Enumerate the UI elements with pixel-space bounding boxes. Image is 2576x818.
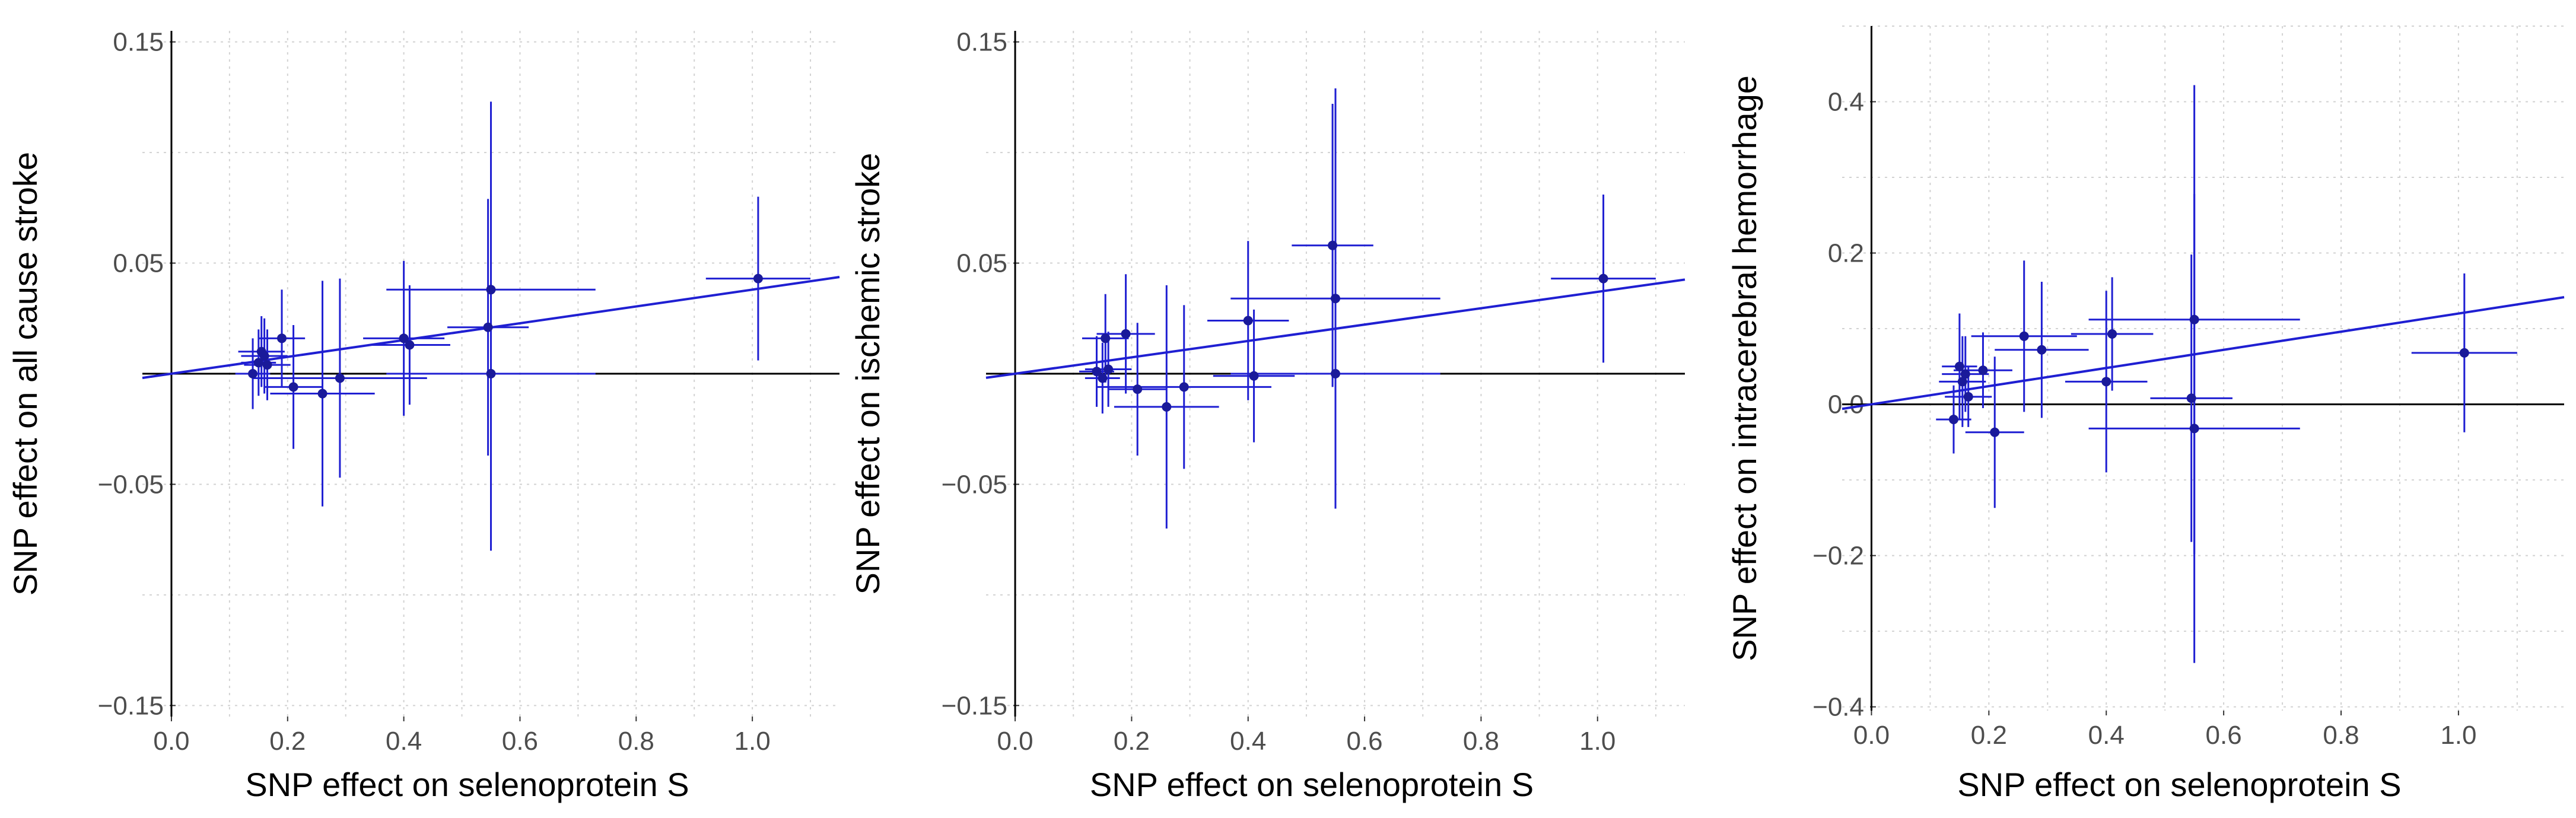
panel-intracerebral-hemorrhage: 0.0 0.2 0.4 0.6 0.8 1.0 −0.4 −0.2 0.0 0.2 0.4 SNP… (1726, 26, 2565, 803)
y-tick-label: −0.05 (98, 470, 164, 499)
y-axis-title: SNP effect on intracerebral hemorrhage (1726, 75, 1763, 661)
x-axis-title: SNP effect on selenoprotein S (245, 766, 689, 803)
data-point (1092, 367, 1102, 377)
y-tick-label: 0.2 (1828, 239, 1864, 268)
y-tick-label: 0.4 (1828, 88, 1864, 117)
panel-all-cause-stroke: 0.0 0.2 0.4 0.6 0.8 1.0 −0.15 −0.05 0.05 0.15 SN… (7, 28, 840, 803)
data-point (1243, 316, 1253, 326)
data-point (1162, 402, 1172, 412)
x-tick-label: 0.4 (1230, 727, 1266, 756)
y-tick-label: 0.15 (113, 28, 164, 57)
data-point (335, 373, 345, 383)
data-point (2189, 314, 2199, 324)
y-tick-label: −0.15 (98, 691, 164, 720)
data-point (288, 382, 298, 392)
data-point (1954, 361, 1964, 371)
x-axis-ticks: 0.0 0.2 0.4 0.6 0.8 1.0 (153, 717, 771, 756)
x-tick-label: 0.8 (2323, 721, 2359, 750)
x-tick-label: 0.8 (618, 727, 654, 756)
data-point (1960, 369, 1970, 379)
data-point (2186, 393, 2196, 403)
data-point (486, 369, 496, 378)
data-point (1133, 384, 1143, 394)
x-tick-label: 0.6 (502, 727, 538, 756)
data-point (753, 273, 763, 284)
y-tick-label: 0.15 (956, 28, 1007, 57)
x-axis-title: SNP effect on selenoprotein S (1957, 766, 2401, 803)
data-point (317, 389, 327, 399)
data-point (1331, 294, 1340, 304)
data-point (2107, 329, 2117, 339)
y-axis-title: SNP effect on ischemic stroke (849, 153, 886, 595)
y-axis-ticks: −0.15 −0.05 0.05 0.15 (942, 28, 1019, 720)
data-point (1331, 369, 1340, 378)
y-tick-label: −0.4 (1812, 693, 1864, 722)
data-point (1957, 377, 1967, 387)
data-points (1948, 314, 2469, 437)
x-tick-label: 1.0 (1579, 727, 1615, 756)
x-tick-label: 0.4 (386, 727, 422, 756)
x-tick-label: 0.4 (2088, 721, 2125, 750)
data-point (1598, 273, 1608, 284)
data-point (1978, 365, 1988, 375)
x-axis-ticks: 0.0 0.2 0.4 0.6 0.8 1.0 (1853, 711, 2476, 750)
x-tick-label: 0.2 (1971, 721, 2007, 750)
y-tick-label: −0.2 (1812, 542, 1864, 571)
data-points (1092, 240, 1608, 412)
y-axis-ticks: −0.15 −0.05 0.05 0.15 (98, 28, 176, 720)
data-point (2459, 348, 2469, 358)
data-point (1101, 333, 1111, 343)
x-tick-label: 1.0 (2440, 721, 2476, 750)
x-axis-ticks: 0.0 0.2 0.4 0.6 0.8 1.0 (997, 717, 1615, 756)
data-points (248, 273, 763, 399)
error-bars (1936, 85, 2517, 663)
y-tick-label: 0.05 (113, 249, 164, 278)
data-point (399, 333, 409, 343)
data-point (262, 360, 272, 370)
data-point (1098, 373, 1108, 383)
data-point (1990, 427, 2000, 437)
x-tick-label: 0.0 (1853, 721, 1890, 750)
x-tick-label: 0.2 (1114, 727, 1150, 756)
error-bars (1079, 88, 1656, 529)
data-point (486, 285, 496, 295)
panel-ischemic-stroke: 0.0 0.2 0.4 0.6 0.8 1.0 −0.15 −0.05 0.05 0.15 SN… (849, 28, 1685, 803)
x-tick-label: 0.2 (269, 727, 306, 756)
data-point (2019, 331, 2029, 341)
x-tick-label: 0.0 (997, 727, 1033, 756)
x-tick-label: 0.6 (1346, 727, 1382, 756)
data-point (1179, 382, 1189, 392)
data-point (277, 333, 287, 343)
y-axis-ticks: −0.4−0.20.00.20.4 (1812, 88, 1876, 722)
y-tick-label: −0.05 (942, 470, 1007, 499)
y-axis-title: SNP effect on all cause stroke (7, 152, 44, 596)
grid (1842, 26, 2564, 711)
x-tick-label: 0.6 (2206, 721, 2242, 750)
data-point (1328, 240, 1338, 250)
data-point (483, 322, 493, 332)
data-point (1963, 392, 1973, 402)
x-tick-label: 1.0 (734, 727, 771, 756)
data-point (248, 369, 258, 378)
y-tick-label: 0.05 (956, 249, 1007, 278)
x-axis-title: SNP effect on selenoprotein S (1090, 766, 1534, 803)
data-point (2037, 345, 2047, 355)
x-tick-label: 0.0 (153, 727, 189, 756)
data-point (1948, 415, 1958, 425)
data-point (1121, 329, 1131, 339)
data-point (1249, 371, 1259, 381)
data-point (405, 340, 415, 350)
error-bars (235, 101, 811, 551)
data-point (2189, 424, 2199, 434)
y-tick-label: −0.15 (942, 691, 1007, 720)
data-point (2101, 377, 2111, 387)
data-point (259, 351, 269, 361)
data-point (253, 358, 263, 368)
data-point (1103, 364, 1114, 374)
x-tick-label: 0.8 (1463, 727, 1499, 756)
